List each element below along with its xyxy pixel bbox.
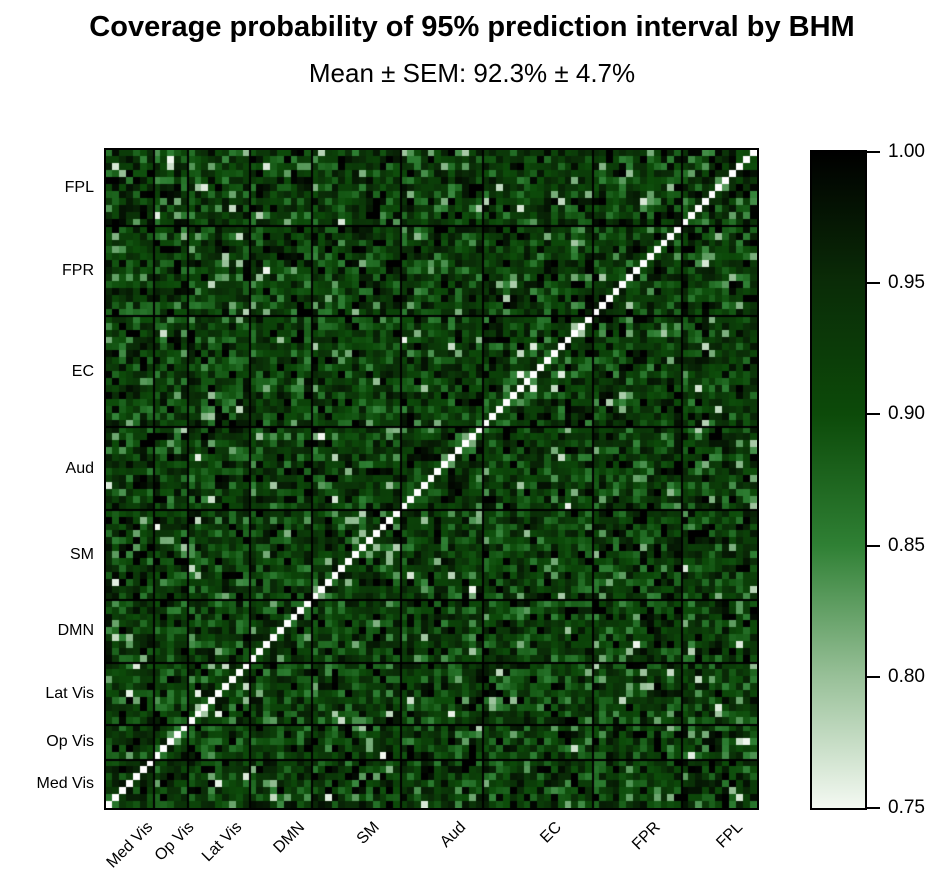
y-axis-label: SM: [70, 546, 94, 563]
y-axis-label: FPL: [64, 179, 94, 196]
x-axis-label: DMN: [269, 818, 308, 857]
y-axis-label: FPR: [62, 262, 94, 279]
colorbar-tick-label: 0.85: [888, 535, 925, 556]
y-axis-label: Op Vis: [46, 733, 94, 750]
y-axis-label: DMN: [57, 622, 94, 639]
x-axis-label: FPL: [712, 818, 746, 852]
colorbar-tick-mark: [867, 545, 880, 547]
x-axis-label: Op Vis: [151, 818, 198, 865]
heatmap-canvas: [104, 148, 759, 810]
colorbar-tick-mark: [867, 807, 880, 809]
colorbar-tick-label: 0.90: [888, 403, 925, 424]
colorbar-tick-label: 0.80: [888, 666, 925, 687]
colorbar-tick-mark: [867, 151, 880, 153]
x-axis-label: SM: [353, 818, 383, 848]
colorbar-tick-mark: [867, 282, 880, 284]
x-axis-label: Lat Vis: [199, 818, 246, 866]
chart-title: Coverage probability of 95% prediction i…: [89, 11, 855, 43]
x-axis-label: FPR: [629, 818, 664, 854]
x-axis-label: Aud: [436, 818, 469, 851]
y-axis-label: Aud: [65, 460, 94, 477]
y-axis-label: EC: [71, 363, 94, 380]
colorbar-gradient: [810, 150, 867, 810]
y-axis-label: Lat Vis: [45, 685, 94, 702]
colorbar-tick-mark: [867, 413, 880, 415]
chart-subtitle: Mean ± SEM: 92.3% ± 4.7%: [308, 58, 636, 88]
colorbar-tick-label: 0.95: [888, 272, 925, 293]
x-axis-label: EC: [536, 818, 565, 847]
colorbar-tick-mark: [867, 676, 880, 678]
colorbar-tick-label: 1.00: [888, 141, 925, 162]
colorbar-tick-label: 0.75: [888, 797, 925, 818]
y-axis-label: Med Vis: [36, 775, 94, 792]
x-axis-label: Med Vis: [104, 818, 157, 872]
